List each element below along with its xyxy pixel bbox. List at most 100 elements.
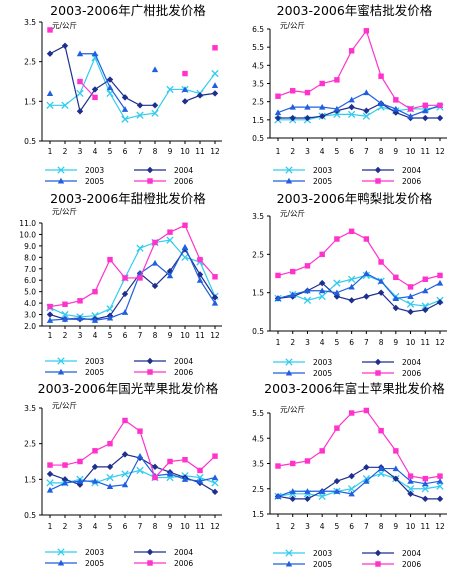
data-point-2006 (378, 73, 384, 79)
data-point-2005 (166, 470, 174, 477)
data-point-2006 (152, 239, 158, 246)
y-tick-label: 0.5 (252, 134, 264, 143)
data-point-2003 (76, 89, 84, 98)
data-point-2004 (61, 42, 69, 49)
y-tick-label: 10.0 (19, 230, 36, 239)
data-point-2005 (348, 96, 355, 103)
x-tick-label: 10 (180, 147, 190, 156)
legend-marker (374, 358, 382, 366)
data-point-2006 (182, 70, 188, 77)
data-point-2005 (392, 295, 400, 301)
y-tick-label: 3.5 (252, 460, 264, 469)
x-tick-label: 9 (168, 522, 173, 531)
data-point-2003 (121, 115, 129, 123)
legend-item-2006: 2006 (362, 369, 421, 378)
data-point-2003 (303, 296, 312, 304)
legend-item-2005: 2005 (45, 368, 104, 377)
y-tick-label: 6.5 (252, 25, 264, 34)
x-tick-label: 12 (210, 331, 220, 340)
data-point-2006 (304, 458, 311, 464)
data-point-2004 (392, 475, 400, 482)
data-point-2006 (137, 428, 143, 434)
y-tick-label: 4.5 (252, 61, 264, 70)
data-point-2004 (121, 451, 129, 458)
series-line-2003 (50, 469, 216, 484)
data-point-2004 (196, 92, 204, 99)
legend-label: 2004 (174, 548, 193, 557)
data-point-2006 (212, 274, 218, 280)
chart-title: 2003-2006年富士苹果批发价格 (264, 381, 445, 396)
chart-title: 2003-2006年广柑批发价格 (50, 3, 206, 18)
data-point-2006 (167, 229, 173, 235)
data-point-2004 (61, 476, 69, 483)
data-point-2003 (333, 110, 341, 119)
data-point-2003 (166, 236, 174, 244)
x-tick-label: 10 (180, 522, 190, 531)
data-point-2006 (304, 263, 311, 269)
data-point-2003 (318, 492, 326, 500)
legend-marker (146, 548, 154, 556)
x-tick-label: 1 (276, 338, 281, 347)
legend-marker (57, 559, 65, 566)
x-tick-label: 5 (108, 522, 113, 531)
data-point-2006 (378, 427, 384, 434)
series-line-2005 (80, 53, 126, 110)
data-point-2006 (334, 236, 340, 242)
x-tick-label: 11 (195, 147, 205, 156)
data-point-2005 (392, 465, 400, 472)
data-point-2005 (136, 452, 144, 459)
data-point-2005 (377, 465, 385, 472)
legend-item-2006: 2006 (134, 368, 193, 377)
legend-label: 2005 (313, 369, 332, 378)
data-point-2003 (377, 469, 385, 478)
legend-item-2003: 2003 (273, 549, 332, 558)
data-point-2003 (46, 479, 54, 487)
legend-label: 2006 (174, 177, 193, 186)
x-tick-label: 12 (435, 522, 445, 531)
x-tick-label: 1 (48, 522, 53, 531)
data-point-2005 (333, 488, 341, 494)
x-tick-label: 8 (379, 147, 384, 156)
data-point-2006 (393, 97, 399, 103)
y-tick-label: 5.0 (24, 288, 36, 297)
data-point-2006 (393, 274, 399, 281)
data-point-2005 (436, 279, 444, 286)
data-point-2003 (61, 101, 69, 109)
x-tick-label: 8 (379, 522, 384, 531)
y-tick-label: 3.0 (24, 311, 36, 320)
x-tick-label: 7 (364, 522, 369, 531)
series-line-2006 (277, 409, 441, 480)
legend-item-2005: 2005 (273, 560, 332, 569)
x-tick-label: 6 (349, 338, 354, 347)
data-point-2006 (407, 106, 414, 112)
y-tick-label: 0.5 (24, 137, 36, 146)
data-point-2006 (182, 456, 188, 463)
y-tick-label: 3.5 (24, 18, 36, 27)
legend-marker (375, 370, 381, 376)
chart-title: 2003-2006年国光苹果批发价格 (38, 381, 219, 396)
data-point-2005 (61, 479, 69, 486)
data-point-2003 (91, 312, 99, 320)
data-point-2006 (47, 27, 53, 33)
chart-title: 2003-2006年甜橙批发价格 (50, 191, 206, 206)
data-point-2004 (377, 289, 385, 296)
x-tick-label: 5 (108, 147, 113, 156)
legend-label: 2003 (85, 166, 104, 175)
data-point-2003 (121, 470, 129, 478)
y-tick-label: 3.5 (24, 404, 36, 413)
series-line-2005 (49, 245, 216, 321)
y-axis-unit-label: 元/公斤 (52, 206, 77, 216)
y-tick-label: 2.5 (252, 250, 264, 259)
legend-item-2004: 2004 (362, 166, 421, 175)
data-point-2006 (92, 288, 98, 295)
data-point-2006 (275, 93, 281, 99)
data-point-2006 (47, 303, 53, 310)
y-axis-unit-label: 元/公斤 (280, 404, 305, 414)
data-point-2006 (212, 453, 218, 459)
legend-marker (147, 178, 153, 184)
x-tick-label: 4 (320, 522, 325, 531)
data-point-2006 (437, 272, 443, 279)
y-tick-label: 5.5 (252, 43, 264, 52)
data-point-2006 (348, 228, 355, 235)
